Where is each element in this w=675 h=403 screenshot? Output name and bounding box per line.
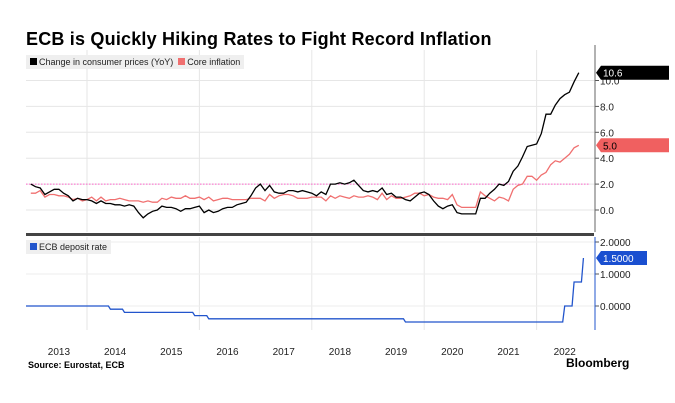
y-tick-label: 1.0000: [600, 270, 631, 281]
legend-swatch-cpi: [30, 58, 37, 65]
y-tick-label: 4.0: [600, 154, 614, 165]
y-tick-label: 0.0000: [600, 302, 631, 313]
series-cpi: [30, 72, 580, 219]
bloomberg-logo: Bloomberg: [566, 356, 630, 370]
legend-swatch-deposit: [30, 243, 37, 250]
x-tick-label: 2018: [329, 347, 352, 358]
last-value-label: 1.5000: [603, 254, 634, 265]
x-tick-label: 2021: [497, 347, 520, 358]
chart-title: ECB is Quickly Hiking Rates to Fight Rec…: [26, 29, 492, 49]
legend-bottom: ECB deposit rate: [26, 240, 112, 254]
series-core-inflation: [30, 144, 580, 209]
x-tick-label: 2015: [160, 347, 183, 358]
series-deposit-rate: [26, 257, 585, 323]
legend-cpi: Change in consumer prices (YoY): [39, 57, 174, 67]
legend-swatch-core: [178, 58, 186, 65]
y-tick-label: 0.0: [600, 206, 614, 217]
x-tick-label: 2016: [216, 347, 239, 358]
legend-core: Core inflation: [187, 57, 241, 67]
y-tick-label: 2.0000: [600, 238, 631, 249]
legend-deposit: ECB deposit rate: [39, 242, 108, 252]
legend-top: Change in consumer prices (YoY) Core inf…: [26, 55, 245, 69]
x-tick-label: 2020: [441, 347, 464, 358]
y-tick-label: 10.0: [600, 77, 620, 88]
y-tick-label: 6.0: [600, 128, 614, 139]
x-tick-label: 2014: [104, 347, 127, 358]
last-value-label: 10.6: [603, 69, 623, 80]
source-note: Source: Eurostat, ECB: [28, 360, 125, 370]
last-value-tag: [596, 138, 669, 153]
last-value-tag: [596, 65, 669, 80]
y-tick-label: 8.0: [600, 102, 614, 113]
x-tick-label: 2013: [48, 347, 71, 358]
x-tick-label: 2019: [385, 347, 408, 358]
last-value-label: 5.0: [603, 141, 617, 152]
panel-divider: [26, 233, 594, 236]
last-value-tag: [596, 251, 647, 265]
x-tick-label: 2017: [273, 347, 296, 358]
x-tick-label: 2022: [554, 347, 577, 358]
y-tick-label: 2.0: [600, 180, 614, 191]
